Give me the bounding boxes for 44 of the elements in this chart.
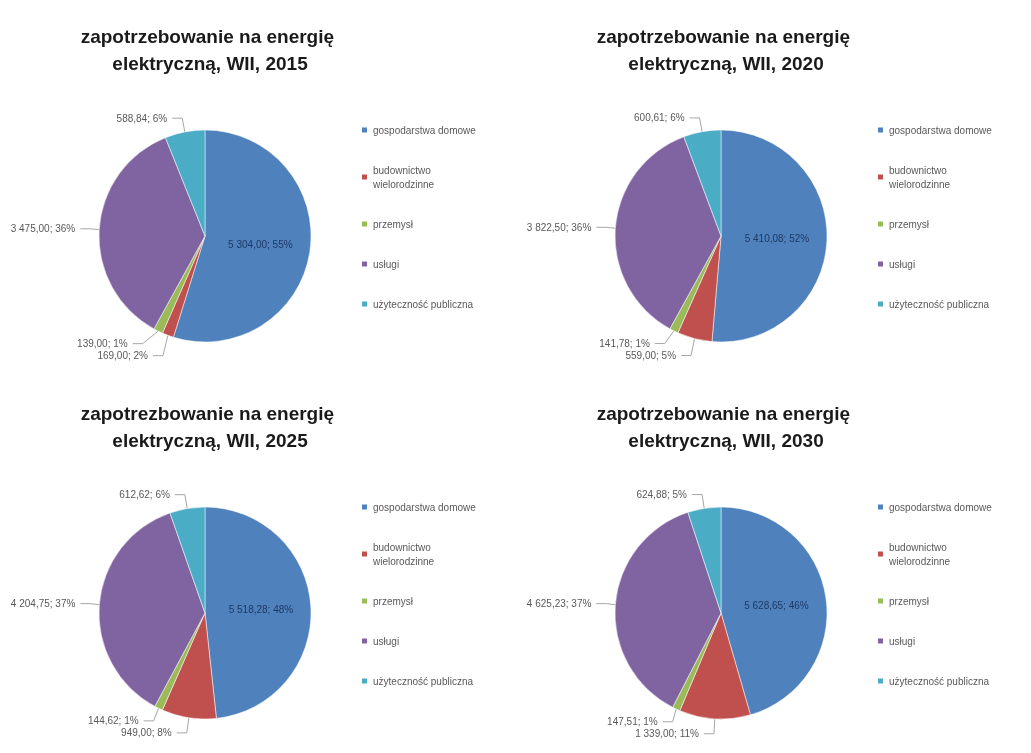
chart-title: zapotrzebowanie na energię elektryczną, WII, 2030 [596, 403, 856, 451]
data-label: 144,62; 1% [88, 715, 139, 727]
legend-label: gospodarstwa domowe [889, 124, 993, 136]
chart-title: zapotrzebowanie na energię elektryczną, WII, 2020 [596, 26, 856, 74]
legend-label: usługi [373, 635, 400, 647]
data-label: 5 518,28; 48% [228, 604, 294, 616]
data-label: 612,62; 6% [119, 489, 170, 501]
data-label: 5 304,00; 55% [228, 238, 293, 250]
chart-title: zapotrzebowanie na energię elektryczną, WII, 2015 [80, 26, 340, 74]
legend-label: użyteczność publiczna [889, 675, 990, 687]
data-label: 5 628,65; 46% [744, 599, 809, 611]
chart-title: zapotrezbowanie na energię elektryczną, WII, 2025 [80, 403, 340, 451]
data-label: 3 822,50; 36% [526, 221, 592, 233]
legend-label: usługi [889, 635, 916, 647]
legend-label: użyteczność publiczna [889, 298, 990, 310]
legend-label: budownictwo wielorodzinne [372, 541, 435, 567]
data-label: 139,00; 1% [77, 338, 128, 350]
legend-label: przemysł [373, 595, 414, 607]
legend-label: budownictwo wielorodzinne [888, 164, 951, 190]
data-label: 588,84; 6% [116, 112, 168, 124]
data-label: 5 410,08; 52% [744, 232, 810, 244]
legend-label: budownictwo wielorodzinne [888, 541, 951, 567]
data-label: 1 339,00; 11% [635, 728, 700, 740]
data-label: 3 475,00; 36% [10, 223, 76, 235]
data-label: 169,00; 2% [97, 350, 149, 362]
data-label: 559,00; 5% [625, 349, 677, 361]
legend-label: przemysł [373, 218, 414, 230]
legend-label: usługi [373, 258, 400, 270]
legend-label: przemysł [889, 595, 930, 607]
data-label: 949,00; 8% [121, 727, 172, 739]
data-label: 4 204,75; 37% [10, 598, 76, 610]
data-label: 624,88; 5% [636, 489, 688, 501]
legend-label: gospodarstwa domowe [373, 501, 477, 513]
legend-label: przemysł [889, 218, 930, 230]
legend-label: użyteczność publiczna [373, 675, 474, 687]
data-label: 600,61; 6% [634, 112, 685, 124]
data-label: 141,78; 1% [599, 337, 650, 349]
legend-label: usługi [889, 258, 916, 270]
data-label: 147,51; 1% [607, 716, 658, 728]
legend-label: użyteczność publiczna [373, 298, 474, 310]
legend-label: gospodarstwa domowe [889, 501, 993, 513]
legend-label: gospodarstwa domowe [373, 124, 477, 136]
data-label: 4 625,23; 37% [526, 598, 592, 610]
legend-label: budownictwo wielorodzinne [372, 164, 435, 190]
